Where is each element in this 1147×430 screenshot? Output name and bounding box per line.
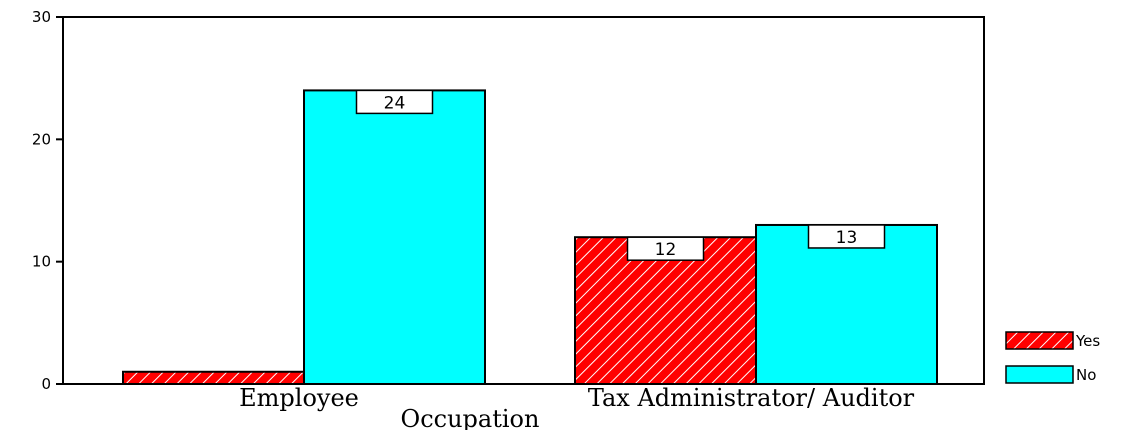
data-labels: 12 24 13	[355, 89, 886, 261]
bar-yes-1	[574, 236, 757, 385]
data-label-box	[355, 89, 434, 115]
y-tick-label: 20	[32, 130, 51, 148]
data-label: 24	[384, 93, 406, 113]
bar-yes-0	[122, 370, 305, 385]
legend-label-yes: Yes	[1075, 332, 1100, 350]
y-tick-label: 0	[41, 375, 51, 393]
bar-no-1	[755, 223, 938, 385]
data-label: 13	[836, 228, 858, 248]
data-label-box	[626, 236, 705, 261]
y-axis: 0 10 20 30	[32, 8, 63, 393]
legend-label-no: No	[1076, 366, 1096, 384]
y-tick-label: 30	[32, 8, 51, 26]
bars	[122, 89, 938, 386]
data-label: 12	[655, 240, 677, 260]
legend-swatch-yes	[1005, 331, 1074, 350]
x-axis-title: Occupation	[401, 405, 540, 430]
x-axis: Employee Tax Administrator/ Auditor	[239, 384, 915, 412]
x-category-label: Tax Administrator/ Auditor	[588, 384, 915, 412]
data-label-box	[807, 224, 886, 249]
legend-swatch-no	[1005, 365, 1074, 384]
x-category-label: Employee	[239, 384, 359, 412]
bar-no-0	[303, 89, 486, 386]
legend: Yes No	[1005, 331, 1100, 384]
y-tick-label: 10	[32, 253, 51, 271]
